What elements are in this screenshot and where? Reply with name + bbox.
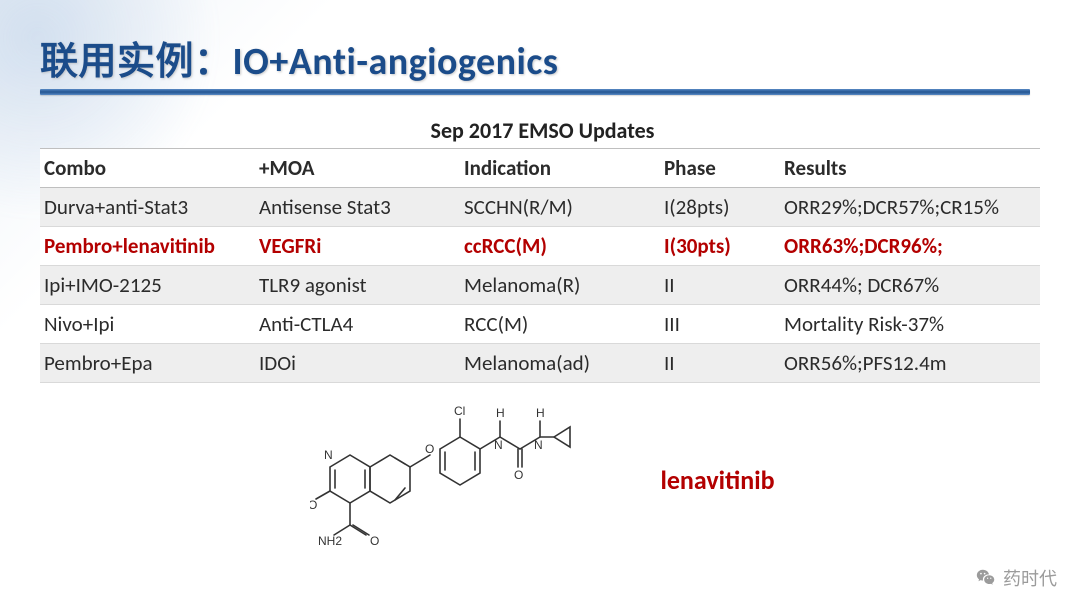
table-cell: Melanoma(ad)	[460, 344, 660, 383]
column-header: Combo	[40, 149, 255, 188]
table-cell: TLR9 agonist	[255, 266, 460, 305]
atom-label: NH2	[318, 534, 342, 548]
table-cell: I(28pts)	[660, 188, 780, 227]
watermark: 药时代	[975, 565, 1057, 591]
table-cell: Anti-CTLA4	[255, 305, 460, 344]
table-cell: IDOi	[255, 344, 460, 383]
table-cell: Durva+anti-Stat3	[40, 188, 255, 227]
atom-label: H	[536, 406, 545, 420]
atom-label: O	[310, 498, 317, 512]
molecule-structure: N O NH2 O O Cl H H N N O	[310, 397, 620, 562]
table-cell: ORR56%;PFS12.4m	[780, 344, 1040, 383]
molecule-name: lenavitinib	[660, 464, 774, 496]
table-cell: II	[660, 344, 780, 383]
atom-label: H	[496, 406, 505, 420]
table-row: Nivo+IpiAnti-CTLA4RCC(M)IIIMortality Ris…	[40, 305, 1040, 344]
table-cell: ORR63%;DCR96%;	[780, 227, 1040, 266]
table-cell: Pembro+lenavitinib	[40, 227, 255, 266]
table-row: Pembro+EpaIDOiMelanoma(ad)IIORR56%;PFS12…	[40, 344, 1040, 383]
table-cell: RCC(M)	[460, 305, 660, 344]
atom-label: O	[514, 468, 523, 482]
title-underline	[40, 89, 1030, 95]
table-caption: Sep 2017 EMSO Updates	[40, 117, 1045, 144]
atom-label: N	[324, 448, 333, 462]
table-cell: Pembro+Epa	[40, 344, 255, 383]
table-cell: Ipi+IMO-2125	[40, 266, 255, 305]
table-row: Ipi+IMO-2125TLR9 agonistMelanoma(R)IIORR…	[40, 266, 1040, 305]
watermark-text: 药时代	[1003, 565, 1057, 591]
table-cell: Melanoma(R)	[460, 266, 660, 305]
table-row: Pembro+lenavitinibVEGFRiccRCC(M)I(30pts)…	[40, 227, 1040, 266]
table-row: Durva+anti-Stat3Antisense Stat3SCCHN(R/M…	[40, 188, 1040, 227]
table-cell: SCCHN(R/M)	[460, 188, 660, 227]
table-cell: III	[660, 305, 780, 344]
table-cell: ORR44%; DCR67%	[780, 266, 1040, 305]
table-cell: ORR29%;DCR57%;CR15%	[780, 188, 1040, 227]
table-cell: Nivo+Ipi	[40, 305, 255, 344]
column-header: Phase	[660, 149, 780, 188]
clinical-trials-table: Combo +MOA Indication Phase Results Durv…	[40, 148, 1040, 383]
table-header-row: Combo +MOA Indication Phase Results	[40, 149, 1040, 188]
atom-label: N	[534, 438, 543, 452]
wechat-icon	[975, 567, 997, 589]
table-cell: II	[660, 266, 780, 305]
table-cell: Mortality Risk-37%	[780, 305, 1040, 344]
table-cell: VEGFRi	[255, 227, 460, 266]
atom-label: N	[494, 438, 503, 452]
slide: 联用实例：IO+Anti-angiogenics Sep 2017 EMSO U…	[0, 0, 1075, 605]
column-header: Results	[780, 149, 1040, 188]
table-cell: ccRCC(M)	[460, 227, 660, 266]
table-cell: I(30pts)	[660, 227, 780, 266]
atom-label: Cl	[454, 404, 465, 418]
table-cell: Antisense Stat3	[255, 188, 460, 227]
molecule-section: N O NH2 O O Cl H H N N O lenavitinib	[40, 397, 1045, 562]
slide-title: 联用实例：IO+Anti-angiogenics	[40, 30, 1045, 85]
atom-label: O	[370, 534, 379, 548]
column-header: Indication	[460, 149, 660, 188]
atom-label: O	[425, 442, 434, 456]
column-header: +MOA	[255, 149, 460, 188]
